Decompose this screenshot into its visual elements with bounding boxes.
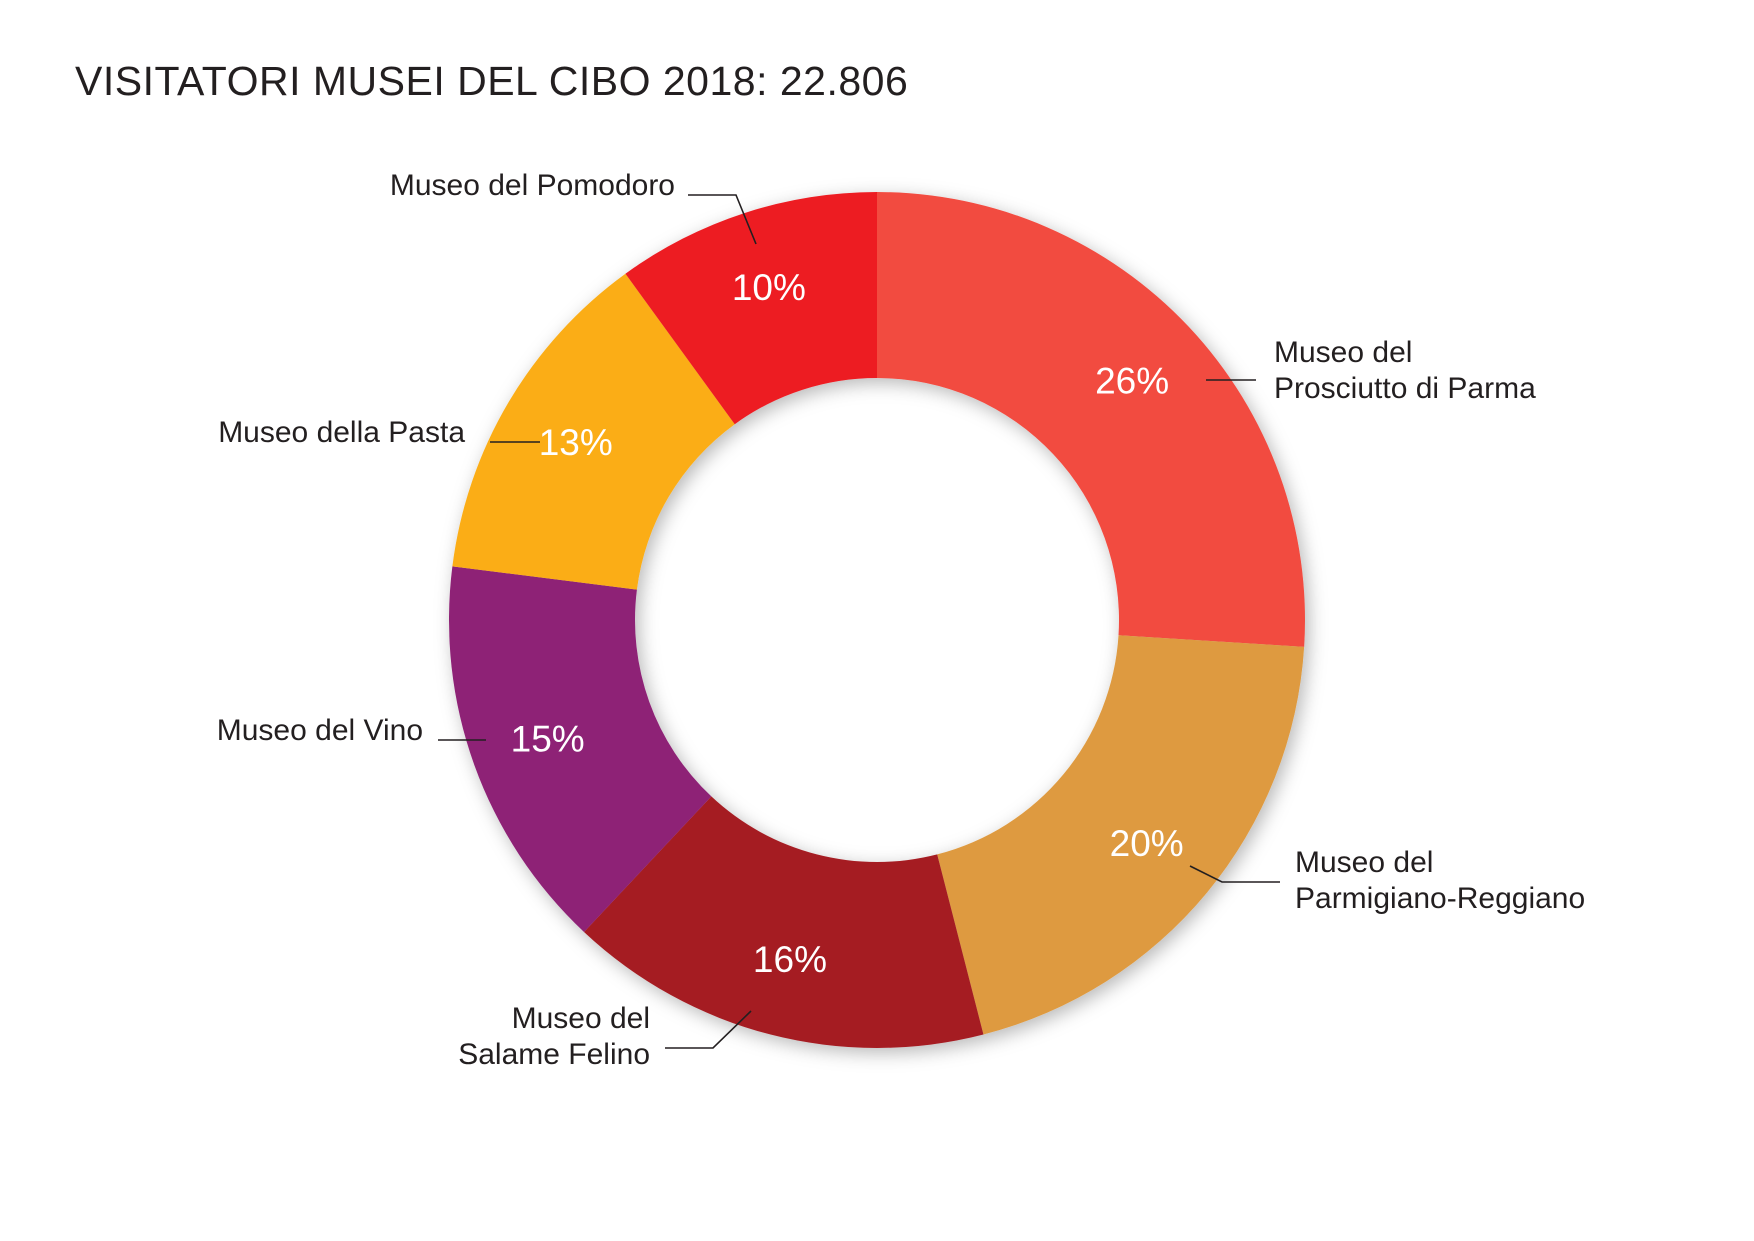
slice-value-label: 15% xyxy=(511,719,585,760)
slice-category-label: Museo del Prosciutto di Parma xyxy=(1274,336,1536,405)
slice-value-label: 26% xyxy=(1095,360,1169,401)
slice-value-label: 20% xyxy=(1110,823,1184,864)
slice-category-label: Museo del Vino xyxy=(217,714,423,747)
slice-category-label: Museo del Salame Felino xyxy=(458,1002,650,1071)
leader-line xyxy=(1189,865,1280,883)
donut-slice xyxy=(625,192,877,425)
donut-slice xyxy=(452,273,735,590)
leader-line xyxy=(688,194,757,245)
slice-value-label: 16% xyxy=(753,939,827,980)
slice-category-label: Museo del Parmigiano-Reggiano xyxy=(1295,846,1585,915)
donut-slice xyxy=(448,566,712,932)
donut-slice xyxy=(877,192,1305,647)
donut-slice xyxy=(584,796,984,1048)
slice-category-label: Museo della Pasta xyxy=(218,416,465,449)
slice-value-label: 13% xyxy=(539,422,613,463)
slice-category-label: Museo del Pomodoro xyxy=(390,169,675,202)
donut-slice xyxy=(937,635,1305,1035)
leader-line xyxy=(665,1010,752,1049)
chart-title: VISITATORI MUSEI DEL CIBO 2018: 22.806 xyxy=(75,58,909,104)
slice-value-label: 10% xyxy=(732,267,806,308)
